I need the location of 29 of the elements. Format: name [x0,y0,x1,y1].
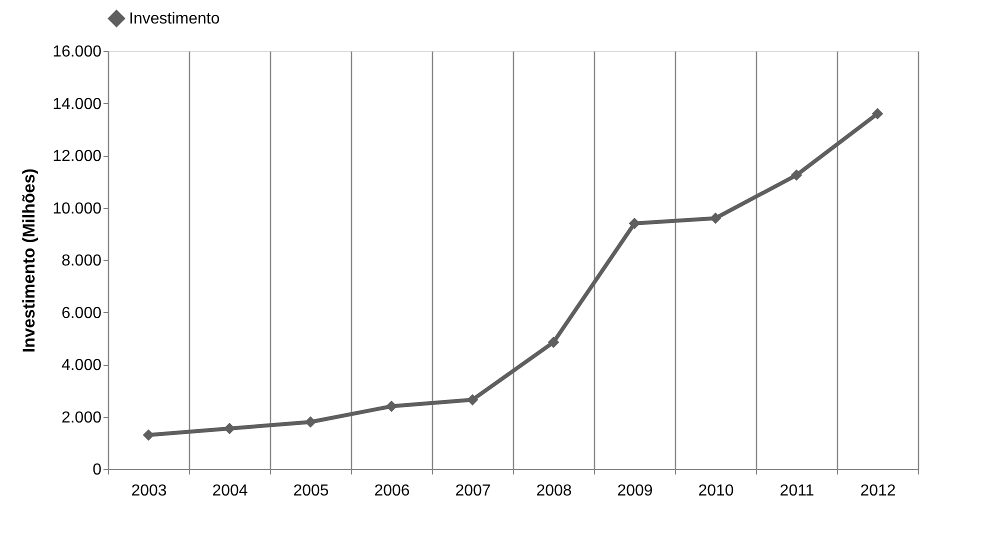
y-tick-label: 4.000 [61,357,102,374]
x-tick-label: 2011 [780,482,814,500]
y-axis-title: Investimento (Milhões) [20,168,39,353]
y-tick-label: 12.000 [52,148,102,165]
y-tick-label: 8.000 [61,252,102,270]
point [466,394,478,406]
x-tick-label: 2004 [212,482,248,500]
x-tick-label: 2012 [860,482,896,500]
y-tick-label: 10.000 [52,200,102,218]
y-tick-label: 14.000 [52,96,102,113]
x-tick-label: 2006 [374,482,410,500]
y-tick-label: 6.000 [61,304,102,322]
point [790,169,802,181]
point [304,416,316,428]
x-tick-label: 2009 [617,482,653,500]
point [142,429,154,441]
y-tick-label: 16.000 [52,44,102,60]
x-tick-label: 2005 [293,482,329,500]
x-tick-label: 2003 [131,482,167,500]
legend-label: Investimento [129,10,220,28]
point [386,400,398,412]
x-tick-label: 2008 [536,482,572,500]
point [548,336,560,348]
point [872,108,884,120]
y-tick-label: 0 [92,462,102,478]
y-tick-label: 2.000 [61,409,102,426]
x-tick-label: 2007 [455,482,491,500]
x-tick-label: 2010 [698,482,734,500]
point [224,422,236,434]
